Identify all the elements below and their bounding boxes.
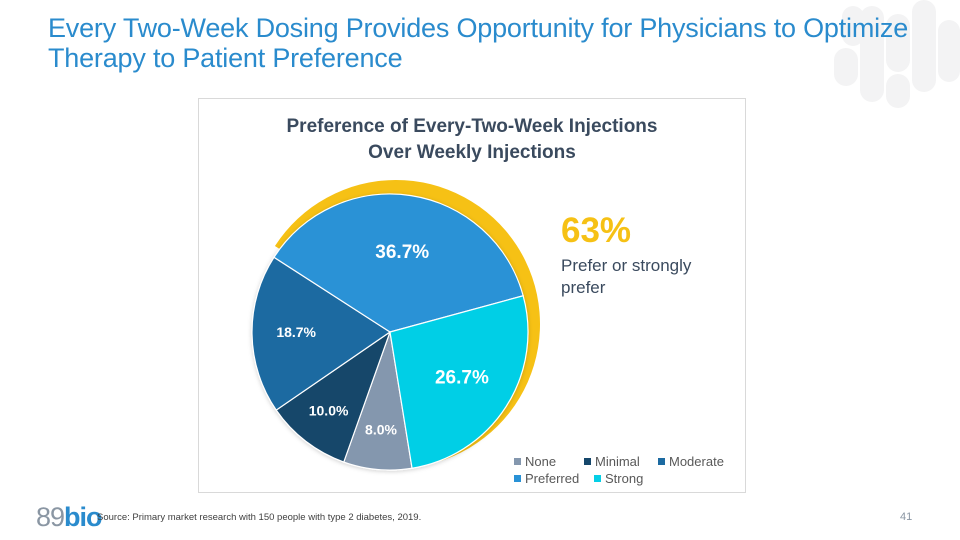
preference-callout: 63% Prefer or strongly prefer bbox=[561, 211, 711, 299]
company-logo: 89bio bbox=[36, 502, 103, 532]
data-label-strong: 26.7% bbox=[435, 367, 489, 388]
legend-swatch bbox=[584, 458, 591, 465]
legend-item-moderate: Moderate bbox=[658, 453, 724, 470]
legend-item-minimal: Minimal bbox=[584, 453, 650, 470]
data-label-minimal: 10.0% bbox=[309, 403, 349, 419]
data-label-preferred: 36.7% bbox=[375, 242, 429, 263]
legend-swatch bbox=[514, 475, 521, 482]
callout-text: Prefer or strongly prefer bbox=[561, 256, 692, 297]
pie-slice-moderate bbox=[251, 256, 392, 411]
chart-container: Preference of Every-Two-Week Injections … bbox=[198, 98, 746, 493]
slide-title: Every Two-Week Dosing Provides Opportuni… bbox=[48, 13, 909, 73]
chart-title: Preference of Every-Two-Week Injections … bbox=[199, 114, 745, 166]
pie-slice-preferred bbox=[273, 193, 524, 333]
logo-number: 89 bbox=[36, 502, 65, 532]
chart-legend: None Minimal Moderate Preferred Strong bbox=[514, 453, 744, 487]
legend-swatch bbox=[658, 458, 665, 465]
chart-title-line-1: Preference of Every-Two-Week Injections bbox=[286, 116, 658, 137]
callout-value: 63% bbox=[561, 211, 632, 250]
legend-label: Minimal bbox=[595, 454, 640, 469]
legend-label: Strong bbox=[605, 471, 644, 486]
legend-swatch bbox=[514, 458, 521, 465]
logo-bio: bio bbox=[64, 502, 102, 532]
pie-chart: 8.0% 10.0% 18.7% 36.7% 26.7% bbox=[251, 179, 541, 471]
legend-item-none: None bbox=[514, 453, 576, 470]
brand-pattern-decoration bbox=[834, 0, 960, 108]
chart-title-line-2: Over Weekly Injections bbox=[368, 142, 576, 163]
data-label-none: 8.0% bbox=[365, 422, 397, 438]
legend-label: None bbox=[525, 454, 557, 469]
pie-slice-strong bbox=[389, 295, 529, 469]
legend-label: Moderate bbox=[669, 454, 724, 469]
legend-item-preferred: Preferred bbox=[514, 470, 586, 487]
legend-label: Preferred bbox=[525, 471, 580, 486]
legend-swatch bbox=[594, 475, 601, 482]
page-number: 41 bbox=[900, 511, 913, 523]
legend-item-strong: Strong bbox=[594, 470, 643, 487]
source-note: Source: Primary market research with 150… bbox=[97, 512, 422, 523]
data-label-moderate: 18.7% bbox=[276, 324, 316, 340]
pie-slice-minimal bbox=[275, 330, 392, 463]
